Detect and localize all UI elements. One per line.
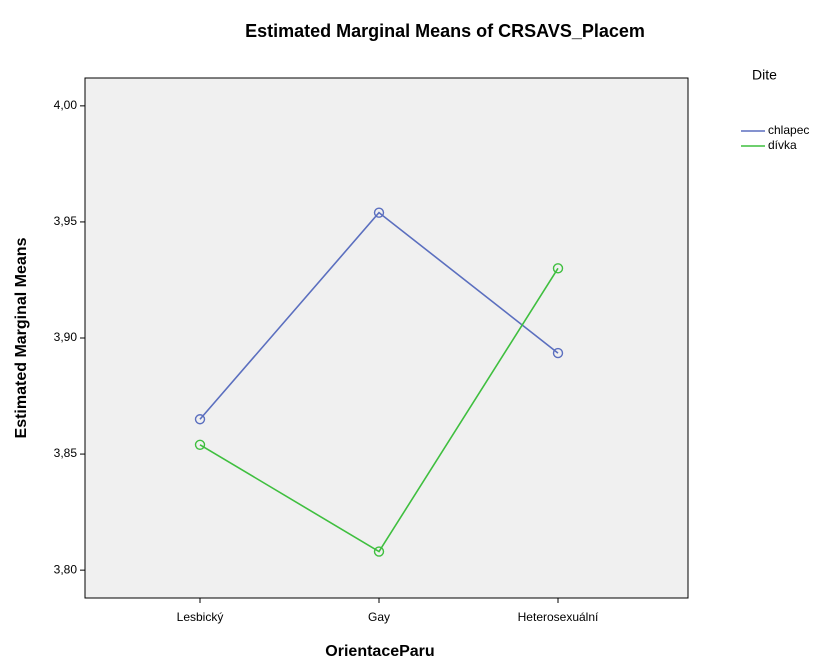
point [373,207,385,218]
series-line [199,267,559,553]
chart-title: Estimated Marginal Means of CRSAVS_Place… [245,21,645,41]
legend-label: dívka [768,138,797,152]
y-axis-label: Estimated Marginal Means [13,237,30,438]
point [373,546,385,557]
y-tick-label: 3,95 [54,214,78,228]
x-tick-label: Lesbický [177,610,224,624]
y-tick-label: 3,90 [54,330,78,344]
point [194,414,206,425]
y-tick-label: 3,80 [54,562,78,576]
x-tick-label: Gay [368,610,390,624]
legend-title: Dite [752,67,777,83]
x-axis-label: OrientaceParu [325,643,434,660]
point [194,439,206,450]
point [552,347,564,359]
series-line [199,211,559,420]
point [552,263,564,274]
y-tick-label: 4,00 [54,98,78,112]
legend-label: chlapec [768,123,809,137]
x-tick-label: Heterosexuální [518,610,599,624]
plot-area [84,77,689,599]
y-tick-label: 3,85 [54,446,78,460]
